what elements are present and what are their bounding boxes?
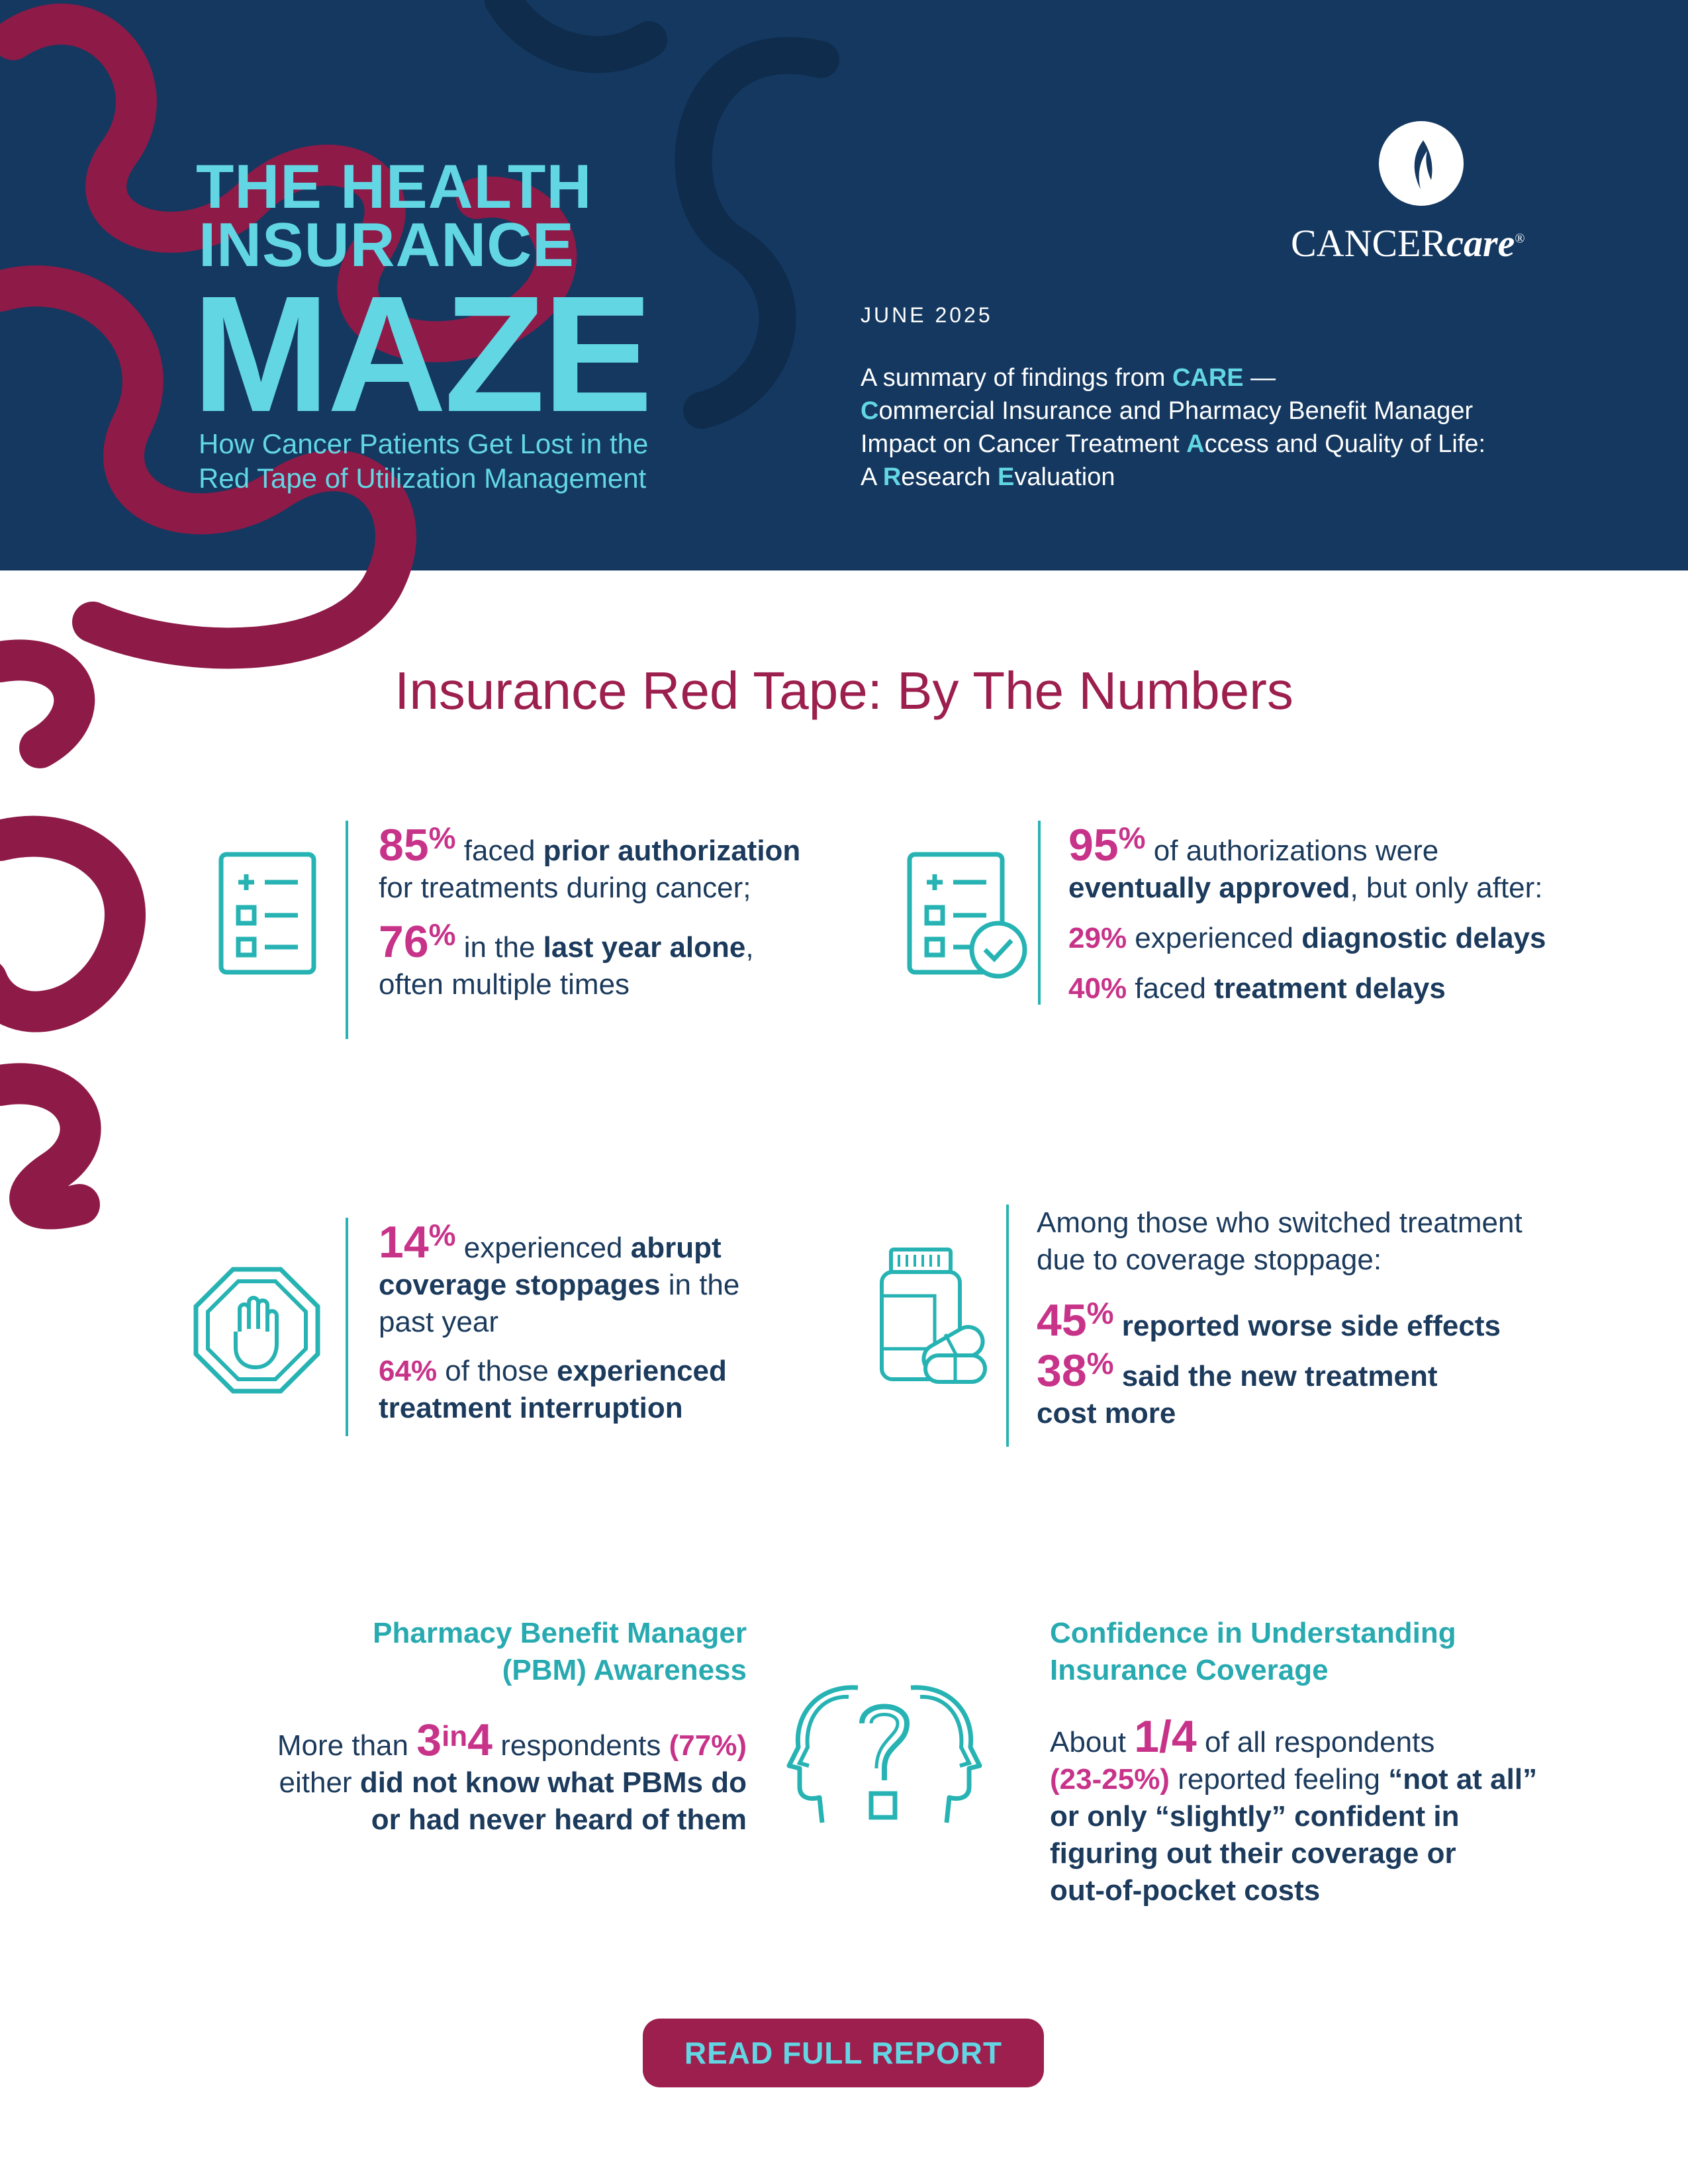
section-title: Insurance Red Tape: By The Numbers — [395, 661, 1293, 720]
subtitle-line-1: How Cancer Patients Get Lost in the — [199, 428, 649, 459]
confused-heads-icon — [786, 1685, 982, 1823]
logo-caps: CANCER — [1291, 222, 1447, 265]
subtitle-line-2: Red Tape of Utilization Management — [199, 463, 647, 494]
divider-line — [346, 821, 348, 1039]
pbm-stat: More than 3in4 respondents (77%) either … — [277, 1715, 747, 1836]
pbm-awareness-block: Pharmacy Benefit Manager (PBM) Awareness… — [159, 1615, 747, 1839]
pbm-heading-1: Pharmacy Benefit Manager — [373, 1617, 747, 1649]
divider-line — [1038, 821, 1041, 1005]
title-line-1: THE HEALTH — [196, 152, 592, 221]
divider-line — [346, 1218, 348, 1436]
logo-registered: ® — [1515, 231, 1525, 246]
divider-line — [1006, 1205, 1009, 1447]
title-line-2: INSURANCE — [199, 210, 575, 279]
checklist-icon — [218, 852, 316, 975]
logo-script: care — [1446, 222, 1515, 265]
confidence-block: Confidence in Understanding Insurance Co… — [1050, 1615, 1646, 1909]
read-full-report-button[interactable]: READ FULL REPORT — [643, 2019, 1044, 2087]
confidence-heading-2: Insurance Coverage — [1050, 1654, 1329, 1686]
stop-hand-icon — [193, 1267, 320, 1394]
stat-coverage-stoppages: 14% experienced abrupt coverage stoppage… — [379, 1217, 740, 1424]
flame-icon — [1379, 121, 1464, 206]
stat-treatment-switch: Among those who switched treatment due t… — [1037, 1206, 1523, 1430]
report-date: JUNE 2025 — [861, 303, 993, 327]
pbm-heading-2: (PBM) Awareness — [502, 1654, 747, 1686]
logo-wordmark: CANCERcare® — [1291, 221, 1525, 265]
stat-prior-authorization: 85% faced prior authorization for treatm… — [379, 820, 801, 1001]
stat-eventual-approval: 95% of authorizations were eventually ap… — [1068, 820, 1546, 1005]
confidence-stat: About 1/4 of all respondents (23-25%) re… — [1050, 1711, 1538, 1907]
approved-checklist-icon — [907, 852, 1027, 979]
subtitle: How Cancer Patients Get Lost in the Red … — [199, 427, 648, 496]
title-maze: MAZE — [192, 261, 653, 446]
confidence-heading-1: Confidence in Understanding — [1050, 1617, 1456, 1649]
summary-text: A summary of findings from CARE — Commer… — [861, 364, 1486, 491]
pill-bottle-icon — [880, 1248, 987, 1384]
cancercare-logo: CANCERcare® — [1284, 120, 1562, 273]
